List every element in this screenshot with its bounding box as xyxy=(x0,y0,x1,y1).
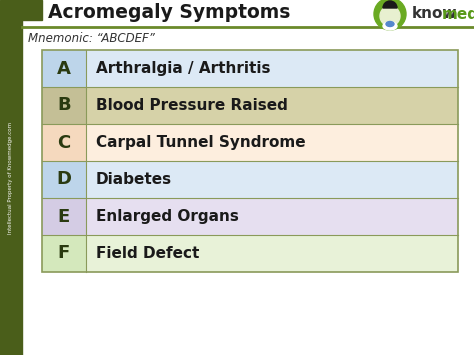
Text: Field Defect: Field Defect xyxy=(96,246,200,261)
Text: medge: medge xyxy=(442,6,474,22)
Ellipse shape xyxy=(386,22,394,27)
Bar xyxy=(42,124,86,161)
Bar xyxy=(0,0,22,355)
Text: Mnemonic: “ABCDEF”: Mnemonic: “ABCDEF” xyxy=(28,33,155,45)
Bar xyxy=(42,124,458,161)
Bar xyxy=(42,87,458,124)
Circle shape xyxy=(380,6,400,26)
Text: B: B xyxy=(57,97,71,115)
Text: C: C xyxy=(57,133,71,152)
Text: A: A xyxy=(57,60,71,77)
Bar xyxy=(42,161,86,198)
Text: Enlarged Organs: Enlarged Organs xyxy=(96,209,239,224)
Bar xyxy=(42,235,458,272)
Text: know: know xyxy=(412,6,457,22)
Wedge shape xyxy=(383,1,397,8)
Bar xyxy=(22,0,42,20)
Text: Carpal Tunnel Syndrome: Carpal Tunnel Syndrome xyxy=(96,135,306,150)
Text: Intellectual Property of Knowmedge.com: Intellectual Property of Knowmedge.com xyxy=(9,122,13,234)
Bar xyxy=(42,50,86,87)
Text: Blood Pressure Raised: Blood Pressure Raised xyxy=(96,98,288,113)
Ellipse shape xyxy=(383,22,397,30)
Bar xyxy=(42,198,86,235)
Circle shape xyxy=(374,0,406,30)
Text: F: F xyxy=(58,245,70,262)
Bar xyxy=(42,87,86,124)
Bar xyxy=(42,161,458,198)
Text: Arthralgia / Arthritis: Arthralgia / Arthritis xyxy=(96,61,271,76)
Bar xyxy=(42,50,458,87)
Bar xyxy=(42,50,458,272)
Text: E: E xyxy=(58,208,70,225)
Bar xyxy=(42,198,458,235)
Text: Diabetes: Diabetes xyxy=(96,172,172,187)
Text: Acromegaly Symptoms: Acromegaly Symptoms xyxy=(48,4,291,22)
Bar xyxy=(42,235,86,272)
Text: D: D xyxy=(56,170,72,189)
